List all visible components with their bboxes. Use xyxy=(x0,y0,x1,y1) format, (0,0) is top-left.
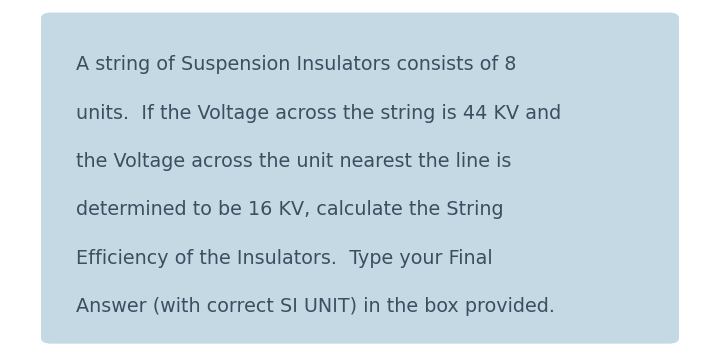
Text: units.  If the Voltage across the string is 44 KV and: units. If the Voltage across the string … xyxy=(76,104,561,123)
FancyBboxPatch shape xyxy=(41,13,679,344)
Text: Answer (with correct SI UNIT) in the box provided.: Answer (with correct SI UNIT) in the box… xyxy=(76,297,554,316)
Text: Efficiency of the Insulators.  Type your Final: Efficiency of the Insulators. Type your … xyxy=(76,249,492,268)
Text: A string of Suspension Insulators consists of 8: A string of Suspension Insulators consis… xyxy=(76,55,516,74)
Text: determined to be 16 KV, calculate the String: determined to be 16 KV, calculate the St… xyxy=(76,200,503,219)
Text: the Voltage across the unit nearest the line is: the Voltage across the unit nearest the … xyxy=(76,152,511,171)
